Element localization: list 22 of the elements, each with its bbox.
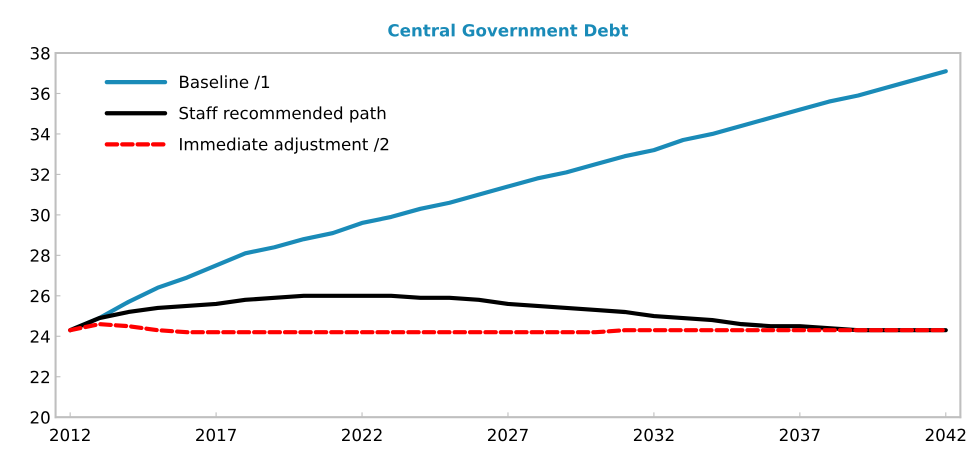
- chart-title: Central Government Debt: [388, 24, 628, 37]
- x-tick-label: 2032: [634, 428, 674, 442]
- legend-label: Staff recommended path: [180, 106, 386, 123]
- x-tick-label: 2017: [196, 428, 236, 442]
- x-tick-label: 2027: [488, 428, 528, 442]
- y-tick-label: 26: [30, 290, 50, 302]
- x-tick-label: 2012: [50, 428, 90, 442]
- x-tick-label: 2042: [926, 428, 966, 442]
- y-tick-label: 30: [30, 208, 50, 222]
- y-tick-label: 32: [30, 168, 50, 181]
- y-tick-label: 24: [30, 330, 50, 343]
- y-tick-label: 22: [30, 370, 50, 384]
- x-tick-label: 2022: [342, 428, 382, 442]
- y-tick-label: 20: [30, 411, 50, 424]
- x-tick-label: 2037: [780, 428, 820, 442]
- legend-label: Immediate adjustment /2: [180, 138, 388, 154]
- legend-label: Baseline /1: [180, 75, 270, 90]
- y-tick-label: 34: [30, 128, 50, 141]
- line-series: [68, 322, 948, 334]
- y-tick-label: 38: [30, 46, 50, 60]
- y-tick-label: 36: [30, 87, 50, 100]
- y-tick-label: 28: [30, 249, 50, 262]
